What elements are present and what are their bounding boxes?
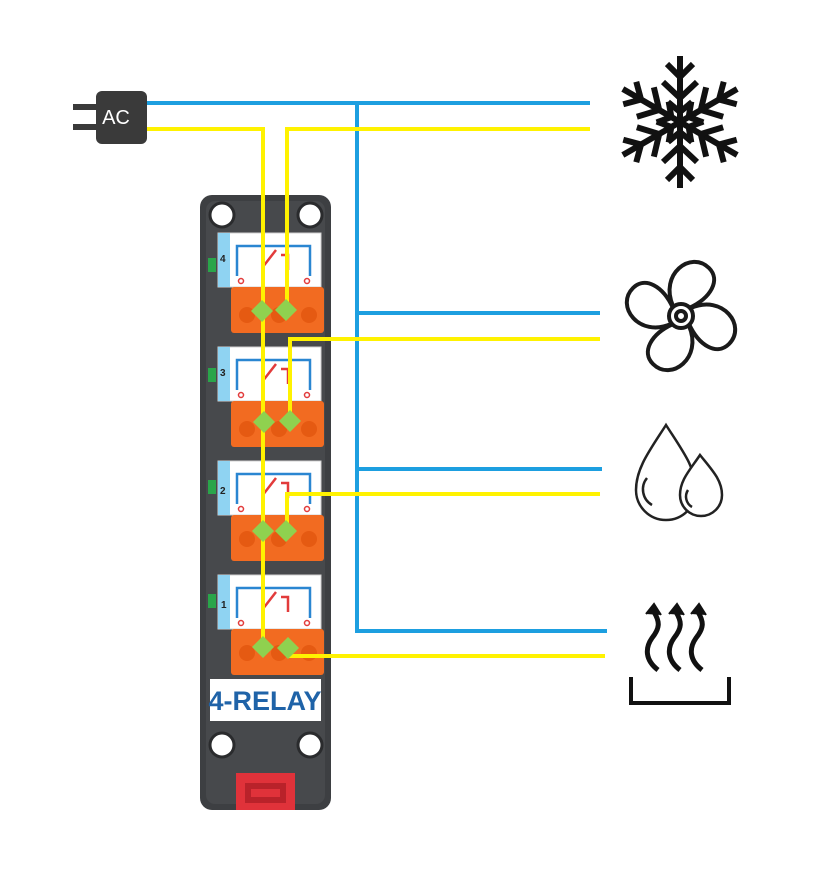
- junction-icon: [252, 636, 274, 658]
- heat-icon: [629, 602, 731, 705]
- junction-icon: [275, 299, 297, 321]
- live-main-wire: [146, 127, 265, 648]
- neutral-wires: [146, 101, 607, 633]
- live-cooling-wire: [285, 127, 590, 310]
- water-drops-icon: [634, 422, 724, 522]
- relay-channel-1: 1: [208, 574, 324, 675]
- relay-channel-2: 2: [208, 460, 324, 561]
- junction-icon: [277, 637, 299, 659]
- mount-hole-icon: [296, 731, 324, 759]
- junction-icon: [253, 411, 275, 433]
- channel-label: 4: [220, 254, 226, 265]
- wire-junctions: [251, 299, 301, 659]
- ac-plug-body: [96, 91, 147, 144]
- channel-label: 1: [221, 600, 227, 611]
- module-name-plate: [210, 679, 321, 721]
- mount-hole-icon: [208, 201, 236, 229]
- channel-label: 2: [220, 486, 226, 497]
- fan-icon: [624, 259, 738, 373]
- mount-hole-icon: [296, 201, 324, 229]
- ac-label: AC: [102, 107, 130, 129]
- relay-module: 4 3 2: [200, 195, 331, 810]
- junction-icon: [252, 520, 274, 542]
- live-humidifier-wire: [285, 492, 600, 531]
- module-name: 4-RELAY: [208, 686, 321, 716]
- ac-plug: AC: [73, 91, 147, 144]
- live-wires: [146, 127, 605, 658]
- junction-icon: [275, 520, 297, 542]
- channel-label: 3: [220, 368, 226, 379]
- junction-icon: [279, 410, 301, 432]
- junction-icon: [251, 300, 273, 322]
- neutral-trunk-wire: [355, 103, 607, 633]
- mount-hole-icon: [208, 731, 236, 759]
- live-fan-wire: [288, 337, 600, 421]
- snowflake-icon: [621, 56, 738, 188]
